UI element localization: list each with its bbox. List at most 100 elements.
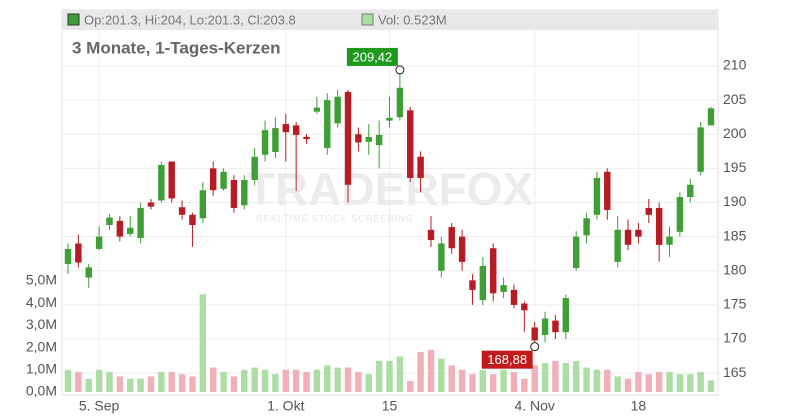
volume-bar xyxy=(427,349,435,393)
y-tick-label: 200 xyxy=(723,125,747,141)
volume-bar xyxy=(521,378,528,393)
volume-bar xyxy=(396,356,404,393)
volume-bar xyxy=(272,374,279,393)
y2-tick-label: 1,0M xyxy=(26,360,57,376)
volume-bar xyxy=(209,367,217,393)
extreme-marker xyxy=(530,342,540,352)
candle-body xyxy=(64,248,72,264)
price-legend-icon xyxy=(67,13,80,26)
y-tick-label: 180 xyxy=(723,261,747,277)
x-tick-label: 5. Sep xyxy=(79,398,120,414)
candle-body xyxy=(251,156,258,180)
candle-body xyxy=(593,177,601,215)
candle-body xyxy=(458,236,466,262)
volume-bar xyxy=(137,378,144,393)
volume-legend: Vol: 0.523M xyxy=(378,12,447,27)
extreme-label-box xyxy=(346,47,398,66)
volume-bar xyxy=(604,369,611,393)
volume-bar xyxy=(438,358,445,393)
candle-body xyxy=(375,134,383,146)
volume-bar xyxy=(541,363,549,393)
y2-tick-label: 5,0M xyxy=(26,272,57,288)
volume-bar xyxy=(676,374,684,393)
candle-body xyxy=(500,285,507,292)
volume-bar xyxy=(230,376,238,393)
candle-body xyxy=(241,179,248,206)
candle-body xyxy=(489,248,497,294)
candle-body xyxy=(209,168,217,191)
candle-body xyxy=(448,227,455,249)
candle-body xyxy=(541,318,549,335)
volume-legend-icon xyxy=(361,13,374,26)
candle-body xyxy=(303,136,310,140)
volume-bar xyxy=(500,369,507,393)
candle-body xyxy=(572,236,580,269)
candle-body xyxy=(521,303,528,311)
volume-bar xyxy=(448,365,455,393)
volume-bar xyxy=(687,374,694,393)
candle-body xyxy=(220,171,227,189)
candle-body xyxy=(261,130,269,155)
candle-body xyxy=(106,217,113,226)
volume-bar xyxy=(697,372,704,393)
volume-bar xyxy=(583,367,590,393)
watermark-subtitle: REALTIME STOCK SCREENING xyxy=(256,213,414,223)
candle-body xyxy=(355,134,362,143)
volume-bar xyxy=(189,376,196,393)
y-tick-label: 205 xyxy=(723,91,747,107)
candle-body xyxy=(178,207,186,215)
volume-bar xyxy=(282,369,290,393)
volume-bar xyxy=(531,365,538,393)
volume-bar xyxy=(479,369,487,393)
extreme-label-box xyxy=(481,350,533,369)
volume-bar xyxy=(510,372,518,393)
candle-body xyxy=(676,197,684,232)
candle-body xyxy=(624,229,632,245)
volume-bar xyxy=(593,369,601,393)
chart-title: 3 Monate, 1-Tages-Kerzen xyxy=(72,38,280,57)
candle-body xyxy=(417,156,424,178)
volume-bar xyxy=(645,374,652,393)
candle-body xyxy=(365,136,372,142)
volume-bar xyxy=(251,367,258,393)
volume-bar xyxy=(572,360,580,393)
x-tick-label: 1. Okt xyxy=(267,398,304,414)
volume-bar xyxy=(199,294,207,393)
x-tick-label: 18 xyxy=(631,398,647,414)
extreme-label: 209,42 xyxy=(352,49,392,64)
candle-body xyxy=(282,123,290,133)
candle-body xyxy=(116,220,124,237)
volume-bar xyxy=(334,367,341,393)
volume-bar xyxy=(489,374,497,393)
volume-bar xyxy=(106,372,113,393)
volume-bar xyxy=(324,365,331,393)
volume-bar xyxy=(614,376,621,393)
candle-body xyxy=(687,184,694,198)
x-tick-label: 4. Nov xyxy=(514,398,554,414)
x-tick-label: 15 xyxy=(382,398,398,414)
candle-body xyxy=(324,100,331,148)
volume-bar xyxy=(655,372,663,393)
y-tick-label: 210 xyxy=(723,57,747,73)
volume-bar xyxy=(417,352,424,393)
volume-bar xyxy=(635,372,642,393)
volume-bar xyxy=(158,372,165,393)
volume-bar xyxy=(552,360,559,393)
candle-body xyxy=(95,236,103,249)
volume-bar xyxy=(562,363,570,393)
volume-bar xyxy=(407,380,414,393)
volume-bar xyxy=(666,372,673,393)
candle-body xyxy=(272,128,279,152)
candle-body xyxy=(531,327,538,341)
volume-bar xyxy=(303,372,310,393)
volume-bar xyxy=(95,369,103,393)
candle-body xyxy=(147,202,155,207)
y-tick-label: 165 xyxy=(723,364,747,380)
volume-bar xyxy=(469,374,476,393)
volume-bar xyxy=(386,360,393,393)
legend-bar xyxy=(62,10,718,30)
volume-bar xyxy=(85,378,92,393)
volume-bar xyxy=(75,372,82,393)
y2-tick-label: 4,0M xyxy=(26,294,57,310)
